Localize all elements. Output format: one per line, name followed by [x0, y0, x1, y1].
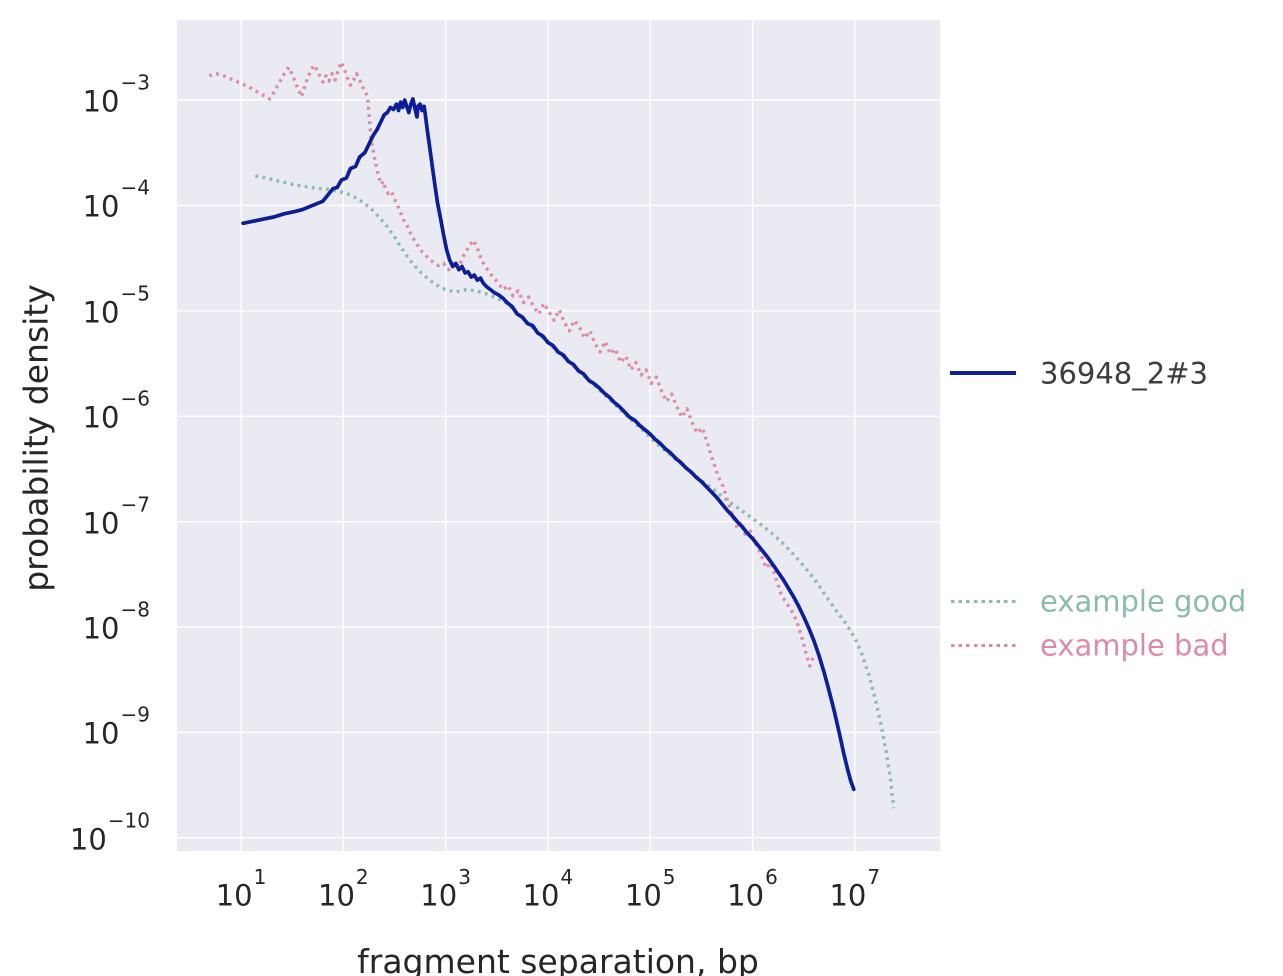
- plot-area: [177, 20, 940, 851]
- legend-line-example-good: [951, 600, 1017, 604]
- x-tick-label: 107: [829, 865, 881, 913]
- x-tick-label: 103: [420, 865, 471, 913]
- legend-label-sample: 36948_2#3: [1040, 356, 1208, 391]
- series-line-example-bad: [208, 60, 816, 668]
- series-line-example-good: [255, 174, 896, 809]
- legend-line-example-bad: [951, 644, 1017, 648]
- y-tick-label: 10−6: [82, 386, 150, 435]
- y-tick-label: 10−9: [82, 703, 150, 751]
- x-tick-label: 104: [522, 865, 574, 913]
- y-tick-label: 10−10: [69, 808, 150, 857]
- legend-label-example-bad: example bad: [1040, 628, 1229, 663]
- legend-label-example-good: example good: [1040, 584, 1247, 619]
- x-tick-label: 106: [727, 865, 778, 913]
- series-line-36948-2-3: [241, 97, 856, 792]
- x-axis-title: fragment separation, bp: [357, 942, 759, 976]
- x-tick-label: 101: [215, 865, 267, 913]
- x-tick-label: 102: [317, 865, 369, 913]
- y-tick-label: 10−8: [82, 597, 150, 646]
- y-tick-label: 10−4: [82, 176, 150, 224]
- y-tick-label: 10−7: [82, 492, 150, 540]
- y-tick-label: 10−3: [82, 70, 150, 119]
- x-tick-label: 105: [624, 865, 676, 913]
- y-axis-title: probability density: [16, 284, 56, 592]
- legend-line-sample: [950, 371, 1016, 375]
- y-tick-label: 10−5: [82, 281, 150, 330]
